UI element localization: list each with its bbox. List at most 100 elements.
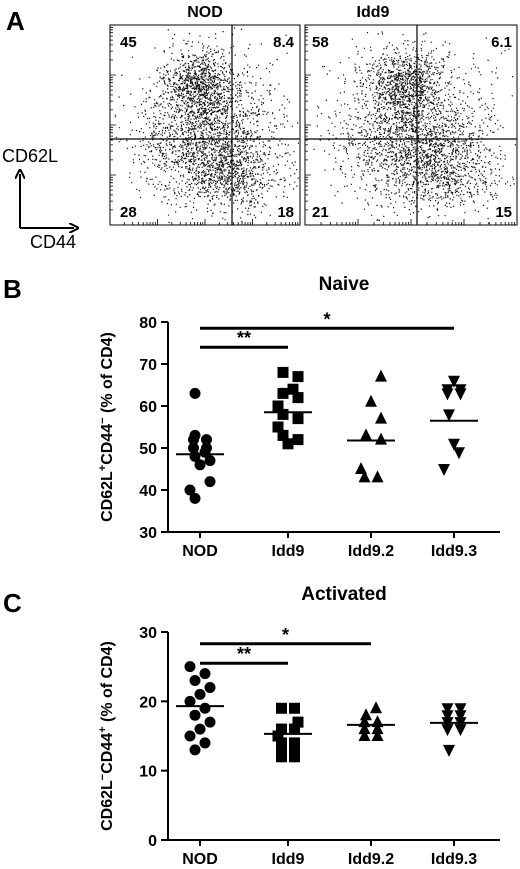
data-point [371,722,384,735]
data-point [358,729,371,741]
flow-plot-title-nod: NOD [187,4,223,21]
flow-axis-key: CD62L CD44 [2,146,76,252]
event-dots [313,31,516,224]
x-axis-label: CD44 [30,232,76,252]
data-point [276,744,287,756]
data-point [448,438,460,451]
data-point [184,695,196,707]
data-point [358,722,371,735]
data-point [277,387,289,399]
quadrant-top-right: 6.1 [491,34,512,51]
y-tick-label: 70 [139,357,157,374]
data-point [277,366,289,378]
data-point [277,429,289,441]
data-point [204,681,216,693]
quadrant-top-left: 58 [312,34,329,51]
data-point [289,702,300,714]
panel-letter-b: B [3,274,22,304]
flow-plot-frame [304,24,518,226]
y-axis-label: CD62L [2,146,58,166]
y-tick-label: 50 [139,441,157,458]
y-axis-label-part: (% of CD4) [99,641,116,726]
y-axis-label-part: + [97,465,109,471]
x-tick-label: NOD [182,543,218,560]
data-point [189,709,201,721]
data-point [292,434,304,446]
flow-plot-dots [313,31,516,224]
data-point [287,383,299,395]
y-axis-label: CD62L+CD44− (% of CD4) [97,332,116,522]
x-tick-label: Idd9.2 [348,543,394,560]
data-point [375,411,387,424]
data-point [272,400,284,412]
quadrant-bottom-right: 18 [277,204,294,221]
y-tick-label: 20 [139,694,157,711]
data-point [441,388,454,401]
y-tick-label: 30 [139,625,157,642]
flow-plot-ticks [109,26,299,226]
flow-plot-ticks [304,26,515,226]
data-point [194,723,206,735]
data-point [194,459,206,471]
data-point [289,751,300,763]
data-point [276,737,287,749]
y-tick-label: 40 [139,483,157,500]
data-point [454,724,467,737]
y-tick-label: 80 [139,315,157,332]
y-axis-label-part: (% of CD4) [99,332,116,417]
data-point [188,442,199,454]
x-tick-label: Idd9.3 [431,543,477,560]
significance-label: * [323,309,330,329]
data-point [360,428,372,441]
y-axis-label-part: CD62L [99,780,116,831]
panel-letter-a: A [6,6,25,36]
log-ticks [304,26,515,226]
data-point [199,702,211,714]
y-axis-label-part: + [97,726,109,732]
y-axis-label-part: CD44 [99,424,116,465]
chart-naive: Naive 30 40 50 60 70 80 NOD Idd9 Idd9.2 Idd9.3 CD62… [97,274,500,560]
data-point [358,470,371,483]
event-dots [114,27,299,224]
x-tick-label: NOD [182,851,218,868]
flow-plot-title-idd9: Idd9 [357,4,390,21]
data-point [188,434,199,446]
x-tick-label: Idd9.2 [348,851,394,868]
data-point [199,737,211,749]
data-point [292,413,304,425]
data-point [289,723,300,735]
data-point [443,744,455,757]
quadrant-top-left: 45 [120,34,137,51]
y-axis-label-part: − [97,417,109,423]
data-point [276,723,287,735]
flow-plot-dots [114,27,299,224]
data-point [292,716,304,728]
data-point [204,455,216,467]
chart-title: Naive [319,274,370,295]
data-point [199,668,211,680]
y-tick-label: 30 [139,525,157,542]
x-tick-label: Idd9 [272,543,305,560]
quadrant-bottom-left: 21 [312,204,329,221]
quadrant-bottom-right: 15 [495,204,512,221]
data-point [292,371,304,383]
data-point [438,464,450,476]
data-point [292,392,304,404]
significance-label: ** [237,644,251,664]
y-tick-label: 60 [139,399,157,416]
significance-label: * [282,625,289,645]
data-point [375,432,387,445]
data-point [272,730,284,742]
data-point [441,724,454,737]
data-point [443,409,455,422]
data-point [289,737,300,749]
data-point [355,462,367,474]
data-point [184,484,196,496]
x-tick-label: Idd9 [272,851,305,868]
data-point [289,744,300,756]
y-tick-label: 0 [148,833,157,850]
data-point [189,744,201,756]
data-point [282,438,294,450]
data-point [454,388,467,401]
